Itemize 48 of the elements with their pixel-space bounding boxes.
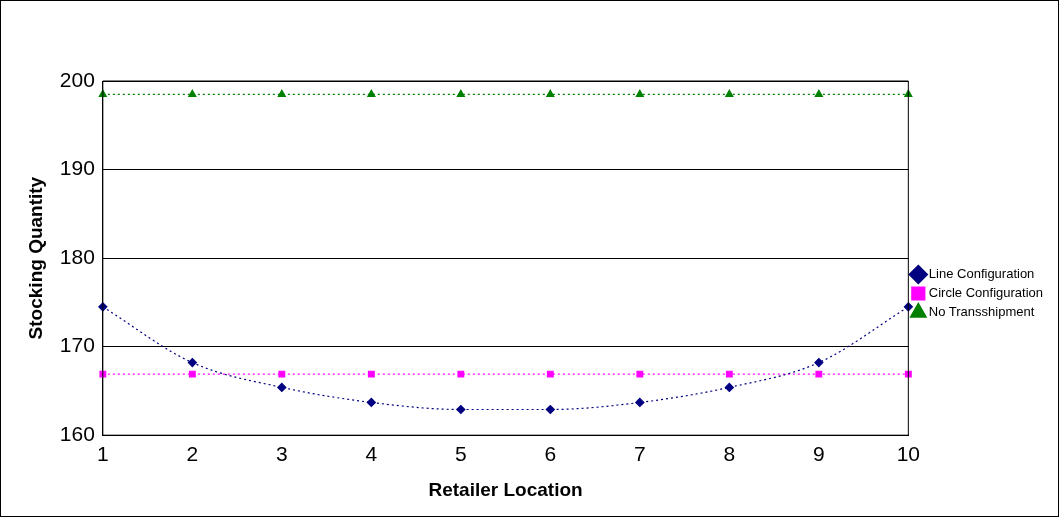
point [815, 370, 823, 378]
legend-label: Circle Configuration [928, 285, 1044, 301]
y-axis-title: Stocking Quantity [24, 176, 46, 340]
point [367, 370, 375, 378]
x-tick-label: 10 [896, 442, 921, 466]
point [546, 370, 554, 378]
point [278, 370, 286, 378]
legend-label: No Transshipment [928, 304, 1035, 320]
point [99, 370, 107, 378]
y-tick-label: 190 [59, 156, 95, 180]
x-tick-label: 2 [186, 442, 199, 466]
point [725, 89, 734, 97]
point [545, 404, 555, 415]
point [188, 370, 196, 378]
point [904, 370, 912, 378]
point [636, 370, 644, 378]
point [457, 370, 465, 378]
point [456, 89, 465, 97]
x-tick-label: 7 [634, 442, 646, 466]
x-axis-title: Retailer Location [428, 478, 583, 500]
point [814, 357, 824, 368]
x-tick-label: 6 [544, 442, 557, 466]
point [635, 89, 644, 97]
x-tick-label: 3 [276, 442, 288, 466]
point [366, 397, 376, 408]
point [187, 357, 197, 368]
x-tick-label: 5 [455, 442, 467, 466]
point [277, 382, 287, 392]
point [98, 89, 107, 97]
y-tick-label: 200 [59, 67, 95, 91]
point [546, 89, 555, 97]
point [725, 370, 733, 378]
point [277, 89, 286, 97]
y-tick-label: 160 [59, 422, 95, 445]
y-tick-label: 170 [59, 333, 95, 357]
point [904, 89, 913, 97]
legend-label: Line Configuration [928, 266, 1035, 282]
x-tick-label: 1 [97, 442, 109, 466]
point [635, 397, 645, 408]
point [814, 89, 823, 97]
x-tick-label: 4 [365, 442, 378, 466]
y-tick-label: 180 [59, 244, 95, 268]
x-tick-label: 8 [723, 442, 736, 466]
x-tick-label: 9 [813, 442, 825, 466]
point [456, 404, 466, 415]
point [724, 382, 734, 392]
point [367, 89, 376, 97]
point [188, 89, 197, 97]
